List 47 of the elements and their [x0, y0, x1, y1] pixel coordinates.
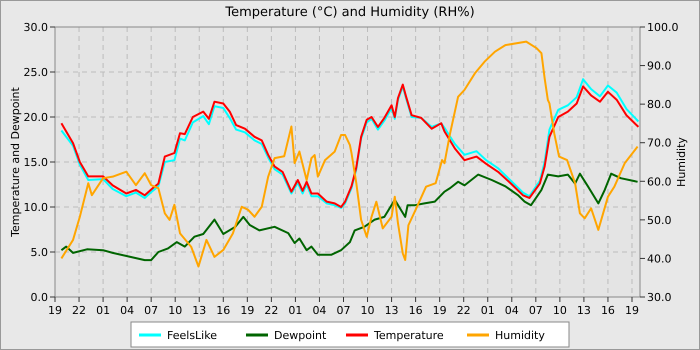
x-tick-label: 16 [216, 304, 230, 317]
x-tick-label: 01 [288, 304, 302, 317]
y2-tick-label: 30.0 [647, 291, 672, 304]
x-tick-label: 01 [480, 304, 495, 317]
legend-label: FeelsLike [167, 329, 218, 342]
y-axis-title: Temperature and Dewpoint [9, 86, 22, 238]
x-tick-label: 19 [240, 304, 254, 317]
x-tick-label: 22 [264, 304, 278, 317]
x-tick-label: 07 [528, 304, 543, 317]
x-tick-label: 01 [96, 304, 110, 317]
x-tick-label: 22 [72, 304, 86, 317]
legend-label: Temperature [373, 329, 444, 342]
y-tick-label: 15.0 [24, 156, 48, 169]
y2-tick-label: 90.0 [647, 60, 672, 73]
x-tick-label: 19 [48, 304, 62, 317]
x-tick-label: 07 [144, 304, 158, 317]
x-tick-label: 19 [432, 304, 447, 317]
x-tick-label: 13 [576, 304, 591, 317]
x-tick-label: 19 [624, 304, 639, 317]
y2-tick-label: 50.0 [647, 214, 672, 227]
x-tick-label: 10 [552, 304, 567, 317]
x-tick-label: 04 [120, 304, 134, 317]
x-tick-label: 16 [408, 304, 423, 317]
legend-label: Dewpoint [274, 329, 327, 342]
y-tick-label: 25.0 [24, 66, 48, 79]
x-tick-label: 07 [336, 304, 350, 317]
x-tick-label: 04 [312, 304, 326, 317]
y-tick-label: 20.0 [24, 111, 48, 124]
y2-tick-label: 80.0 [647, 98, 672, 112]
x-tick-label: 10 [360, 304, 375, 317]
y-tick-label: 10.0 [24, 201, 48, 214]
y2-tick-label: 40.0 [647, 252, 672, 266]
y2-tick-label: 60.0 [647, 175, 672, 188]
x-tick-label: 22 [456, 304, 471, 317]
x-tick-label: 10 [168, 304, 182, 317]
y-tick-label: 0.0 [30, 291, 48, 304]
y-tick-label: 5.0 [30, 246, 48, 259]
x-tick-label: 13 [384, 304, 399, 317]
y-tick-label: 30.0 [24, 21, 48, 34]
legend-label: Humidity [495, 329, 546, 342]
y2-tick-label: 100.0 [647, 21, 678, 34]
x-tick-label: 13 [192, 304, 206, 317]
chart-title: Temperature (°C) and Humidity (RH%) [224, 5, 475, 20]
y2-tick-label: 70.0 [647, 136, 672, 150]
x-tick-label: 16 [600, 304, 615, 317]
y2-axis-title: Humidity [675, 136, 688, 187]
x-tick-label: 04 [504, 304, 519, 317]
